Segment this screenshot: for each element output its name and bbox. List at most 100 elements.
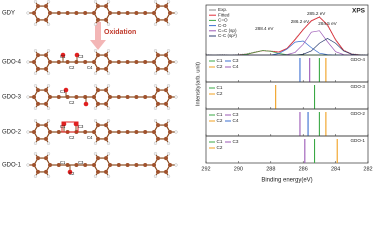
- carbon: [74, 11, 79, 15]
- hydrogen: [33, 141, 38, 145]
- carbon: [168, 60, 172, 64]
- hydrogen: [93, 174, 98, 178]
- hydrogen: [26, 11, 30, 15]
- hydrogen: [46, 0, 51, 4]
- carbon: [83, 163, 88, 167]
- hydrogen: [46, 49, 51, 53]
- atom-label: C3: [78, 54, 84, 59]
- oxygen: [73, 121, 79, 127]
- carbon: [32, 95, 36, 99]
- carbon: [96, 101, 100, 106]
- atom-label: C4: [87, 135, 93, 140]
- x-tick-label: 282: [363, 166, 372, 172]
- x-tick-label: 284: [331, 166, 340, 172]
- carbon: [104, 136, 108, 141]
- carbon: [74, 163, 79, 167]
- x-axis-label: Binding energy(eV): [261, 178, 312, 184]
- hydrogen: [106, 152, 111, 156]
- hydrogen: [153, 141, 158, 145]
- legend-label: C3: [233, 112, 239, 117]
- carbon: [44, 169, 48, 174]
- peak-label: 288.4 eV: [255, 26, 274, 31]
- carbon: [56, 130, 61, 134]
- carbon: [32, 130, 36, 134]
- panel-title: XPS: [352, 8, 366, 15]
- carbon: [44, 156, 48, 161]
- carbon: [36, 88, 40, 93]
- panel-frame: [205, 135, 369, 164]
- structure-label: GDY: [2, 11, 15, 17]
- carbon: [156, 88, 160, 93]
- legend-label: C3: [233, 139, 239, 144]
- carbon: [104, 169, 108, 174]
- carbon: [152, 95, 156, 99]
- panel-title: GDO-3: [350, 84, 365, 89]
- legend-label: C4: [233, 118, 239, 123]
- carbon: [104, 123, 108, 128]
- hydrogen: [93, 152, 98, 156]
- carbon: [96, 17, 100, 22]
- carbon: [65, 60, 70, 64]
- hydrogen: [106, 174, 111, 178]
- carbon: [168, 163, 172, 167]
- legend-label: C4: [233, 64, 239, 69]
- carbon: [44, 66, 48, 71]
- carbon: [36, 53, 40, 58]
- carbon: [36, 17, 40, 22]
- oxygen: [67, 169, 73, 175]
- carbon: [104, 101, 108, 106]
- hydrogen: [153, 71, 158, 75]
- carbon: [164, 156, 168, 161]
- peak-label: 284.5 eV: [318, 21, 337, 26]
- carbon: [164, 169, 168, 174]
- carbon: [32, 11, 36, 15]
- figure: Oxidation GDYGDO-4C1C2C3C4GDO-3C1C2GDO-2…: [2, 0, 373, 184]
- hydrogen: [174, 60, 178, 64]
- carbon: [134, 11, 139, 15]
- hydrogen: [93, 141, 98, 145]
- carbon: [156, 156, 160, 161]
- hydrogen: [153, 49, 158, 53]
- carbon: [108, 11, 112, 15]
- hydrogen: [106, 0, 111, 4]
- hydrogen: [46, 84, 51, 88]
- carbon: [96, 169, 100, 174]
- carbon: [164, 88, 168, 93]
- hydrogen: [106, 49, 111, 53]
- carbon: [36, 66, 40, 71]
- carbon: [96, 53, 100, 58]
- carbon: [143, 163, 148, 167]
- carbon: [36, 101, 40, 106]
- structure-label: GDO-4: [2, 60, 22, 66]
- carbon: [152, 130, 156, 134]
- hydrogen: [93, 106, 98, 110]
- carbon: [44, 88, 48, 93]
- hydrogen: [26, 60, 30, 64]
- carbon: [116, 11, 121, 15]
- hydrogen: [153, 106, 158, 110]
- carbon: [83, 11, 88, 15]
- carbon: [164, 17, 168, 22]
- hydrogen: [46, 22, 51, 26]
- carbon: [164, 123, 168, 128]
- carbon: [92, 60, 96, 64]
- hydrogen: [93, 119, 98, 123]
- hydrogen: [153, 152, 158, 156]
- carbon: [104, 88, 108, 93]
- hydrogen: [166, 84, 171, 88]
- hydrogen: [153, 84, 158, 88]
- carbon: [32, 60, 36, 64]
- carbon: [168, 11, 172, 15]
- carbon: [96, 136, 100, 141]
- panel-title: GDO-2: [350, 111, 365, 116]
- hydrogen: [166, 174, 171, 178]
- hydrogen: [26, 163, 30, 167]
- atom-label: C2: [69, 100, 75, 105]
- carbon: [164, 53, 168, 58]
- carbon: [125, 130, 130, 134]
- atom-label: C3: [78, 124, 84, 129]
- hydrogen: [166, 152, 171, 156]
- legend-label: C1: [217, 85, 223, 90]
- atom-label: C1: [60, 89, 66, 94]
- hydrogen: [46, 152, 51, 156]
